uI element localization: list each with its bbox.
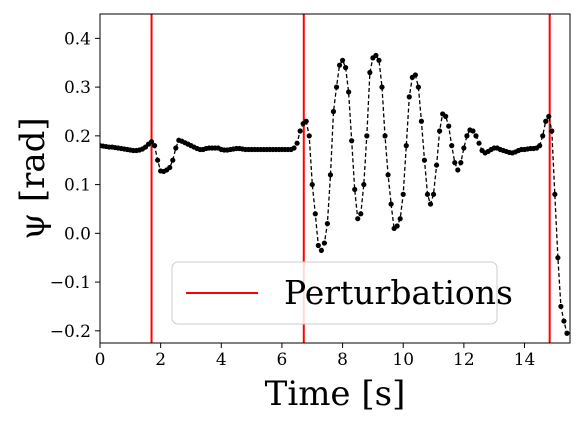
data-point: [297, 128, 303, 134]
data-point: [443, 113, 449, 119]
y-tick-label: 0.1: [64, 176, 91, 196]
data-point: [464, 133, 470, 139]
data-point: [470, 128, 476, 134]
data-point: [336, 62, 343, 68]
data-point: [333, 84, 340, 90]
x-tick-label: 6: [277, 350, 288, 370]
data-point: [385, 172, 391, 178]
x-tick-label: 0: [95, 350, 106, 370]
legend-box: [171, 261, 498, 325]
y-tick-label: −0.1: [50, 273, 91, 293]
data-point: [406, 94, 412, 100]
data-point: [306, 133, 312, 139]
data-point: [430, 191, 437, 197]
data-point: [552, 191, 558, 197]
data-point: [546, 113, 552, 119]
data-point: [343, 65, 349, 71]
data-point: [561, 318, 567, 324]
data-point: [373, 52, 379, 59]
data-point: [315, 242, 321, 249]
y-tick-label: 0.0: [64, 224, 91, 244]
axes: 0 2 4 6 8 10 12 14 −0.2 −0.1 0.0 0.1 0.2 0.3 0.4 Time […: [13, 13, 571, 414]
data-point: [364, 133, 370, 139]
y-tick-label: 0.4: [64, 29, 91, 49]
data-point: [540, 133, 546, 139]
data-point: [321, 240, 327, 246]
data-point: [424, 191, 431, 197]
data-point: [446, 123, 452, 129]
data-point: [437, 128, 443, 134]
plot-frame: [99, 13, 571, 344]
data-point: [473, 133, 479, 139]
legend-label: Perturbations: [284, 273, 513, 312]
data-point: [349, 138, 355, 144]
data-point: [418, 118, 425, 124]
x-tick-label: 4: [216, 350, 227, 370]
data-point: [558, 303, 564, 310]
x-tick-label: 14: [514, 350, 536, 370]
data-point: [458, 160, 464, 166]
x-tick-label: 10: [392, 350, 414, 370]
data-point: [452, 160, 458, 166]
y-tick-label: −0.2: [50, 322, 91, 342]
data-point: [361, 181, 367, 188]
data-point: [427, 201, 434, 207]
x-axis-label: Time [s]: [265, 374, 406, 414]
data-point: [476, 140, 482, 146]
series-layer: [100, 52, 570, 336]
data-point: [394, 223, 400, 229]
data-point: [318, 247, 324, 253]
data-point: [324, 220, 331, 227]
data-point: [358, 211, 364, 217]
data-point: [352, 186, 358, 193]
data-point: [376, 57, 382, 63]
x-tick-label: 8: [337, 350, 348, 370]
data-point: [170, 157, 176, 163]
x-tick-label: 12: [453, 350, 475, 370]
data-point: [367, 69, 373, 76]
data-point: [309, 181, 315, 188]
data-point: [379, 84, 385, 90]
data-point: [167, 164, 173, 171]
data-point: [564, 330, 570, 336]
y-tick-label: 0.2: [64, 127, 91, 147]
y-tick-label: 0.3: [64, 78, 91, 98]
data-point: [415, 84, 421, 90]
data-point: [382, 133, 388, 139]
data-point: [294, 140, 300, 146]
data-point: [461, 145, 467, 151]
data-point: [455, 167, 461, 173]
data-point: [543, 118, 549, 124]
data-point: [346, 89, 352, 95]
data-point: [355, 216, 361, 222]
data-point: [151, 143, 158, 149]
data-point: [412, 72, 418, 78]
data-point: [291, 145, 297, 151]
data-point: [327, 172, 334, 178]
data-point: [148, 139, 155, 145]
data-point: [388, 201, 394, 207]
data-point: [397, 216, 403, 222]
data-point: [173, 145, 179, 151]
data-point: [303, 118, 309, 124]
x-tick-label: 2: [155, 350, 166, 370]
data-point: [403, 143, 409, 149]
data-point: [549, 128, 555, 134]
legend: Perturbations: [171, 261, 513, 325]
data-point: [537, 143, 543, 149]
data-point: [400, 191, 406, 197]
data-point: [312, 211, 318, 217]
data-point: [330, 108, 337, 115]
data-point: [433, 162, 440, 168]
data-point: [421, 157, 428, 163]
y-axis-label: ψ [rad]: [13, 117, 53, 239]
data-point: [449, 143, 455, 149]
data-point: [555, 255, 561, 261]
data-point: [339, 57, 346, 63]
data-point: [155, 157, 161, 163]
